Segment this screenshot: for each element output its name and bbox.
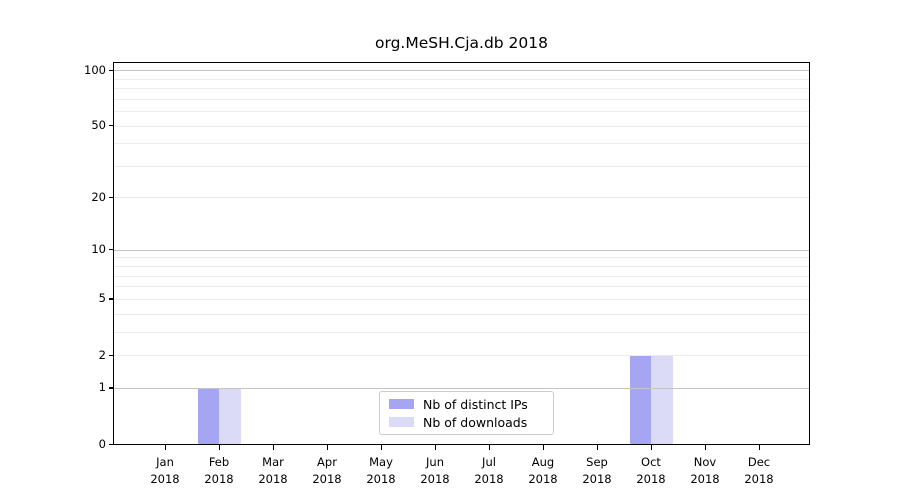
legend-label-downloads: Nb of downloads [423, 414, 528, 430]
y-gridline-minor [114, 355, 809, 356]
x-tick-month: Jul [482, 455, 496, 469]
y-gridline-minor [114, 313, 809, 315]
y-tick-mark [109, 387, 114, 389]
y-gridline-minor [114, 266, 809, 268]
y-gridline-major [114, 387, 809, 389]
x-tick-month: Nov [693, 455, 717, 469]
y-tick-label: 20 [91, 189, 106, 204]
y-tick-label: 1 [98, 380, 106, 395]
x-tick-year: 2018 [258, 471, 288, 486]
x-tick-year: 2018 [744, 471, 774, 486]
y-gridline-minor [114, 165, 809, 167]
x-tick-mark [596, 445, 598, 450]
x-tick-mark [434, 445, 436, 450]
x-tick-label: Jun 2018 [408, 454, 462, 487]
x-tick-year: 2018 [690, 471, 720, 486]
x-tick-label: Aug 2018 [516, 454, 570, 487]
x-tick-label: Oct 2018 [624, 454, 678, 487]
x-tick-year: 2018 [474, 471, 504, 486]
x-tick-month: Apr [317, 455, 337, 469]
x-tick-month: Oct [641, 455, 661, 469]
y-tick-label: 5 [98, 291, 106, 306]
bar-downloads [219, 387, 241, 444]
x-tick-label: Sep 2018 [570, 454, 624, 487]
y-tick-mark [109, 196, 114, 199]
y-gridline-minor [114, 257, 809, 259]
y-tick-label: 2 [98, 347, 106, 362]
x-tick-label: Nov 2018 [678, 454, 732, 487]
x-tick-mark [218, 445, 220, 450]
y-gridline-minor [114, 125, 809, 127]
legend-label-distinct-ips: Nb of distinct IPs [423, 396, 528, 412]
y-tick-mark [109, 69, 114, 71]
y-gridline-minor [114, 78, 809, 80]
x-tick-year: 2018 [366, 471, 396, 486]
y-gridline-minor [114, 88, 809, 90]
y-gridline-minor [114, 98, 809, 100]
x-tick-month: Jan [156, 455, 174, 469]
x-tick-mark [488, 445, 490, 450]
x-tick-label: Feb 2018 [192, 454, 246, 487]
y-tick-label: 10 [91, 242, 106, 257]
bar-distinct-ips [197, 387, 219, 444]
y-gridline-minor [114, 298, 809, 300]
x-tick-year: 2018 [582, 471, 612, 486]
y-tick-label: 0 [98, 436, 106, 451]
legend-item-distinct-ips: Nb of distinct IPs [389, 398, 544, 411]
x-tick-month: Dec [747, 455, 771, 469]
x-tick-mark [704, 445, 706, 450]
x-tick-mark [164, 445, 166, 450]
x-tick-year: 2018 [312, 471, 342, 486]
x-tick-label: Dec 2018 [732, 454, 786, 487]
plot-area: Nb of distinct IPs Nb of downloads 0 1 2 5 1… [84, 62, 810, 486]
y-gridline-minor [114, 275, 809, 277]
x-tick-month: Aug [531, 455, 555, 469]
x-tick-month: Mar [262, 455, 284, 469]
y-gridline-major [114, 70, 809, 72]
x-tick-year: 2018 [528, 471, 558, 486]
y-tick-mark [109, 249, 114, 251]
bar-distinct-ips [629, 355, 651, 444]
x-tick-label: Apr 2018 [300, 454, 354, 487]
x-tick-month: Jun [426, 455, 444, 469]
legend-item-downloads: Nb of downloads [389, 416, 544, 429]
y-tick-label: 100 [84, 62, 106, 77]
legend-swatch-downloads [389, 417, 414, 427]
x-tick-label: Mar 2018 [246, 454, 300, 487]
y-gridline-minor [114, 286, 809, 288]
y-tick-mark [109, 354, 114, 356]
x-tick-mark [272, 445, 274, 450]
y-gridline-minor [114, 331, 809, 333]
y-tick-mark [109, 298, 114, 300]
chart-title: org.MeSH.Cja.db 2018 [374, 34, 548, 52]
y-gridline-minor [114, 143, 809, 145]
x-tick-mark [542, 445, 544, 450]
x-tick-year: 2018 [150, 471, 180, 486]
x-tick-month: May [369, 455, 393, 469]
x-tick-mark [758, 445, 760, 450]
legend-swatch-distinct-ips [389, 399, 414, 409]
x-tick-year: 2018 [636, 471, 666, 486]
x-tick-month: Sep [586, 455, 608, 469]
x-tick-mark [380, 445, 382, 450]
y-gridline-minor [114, 111, 809, 113]
x-tick-year: 2018 [204, 471, 234, 486]
y-tick-mark [109, 125, 114, 127]
x-tick-year: 2018 [420, 471, 450, 486]
legend: Nb of distinct IPs Nb of downloads [379, 391, 554, 435]
y-gridline-major [114, 249, 809, 251]
x-tick-mark [650, 445, 652, 450]
bar-downloads [651, 355, 673, 444]
y-gridline-minor [114, 197, 809, 199]
x-tick-label: Jan 2018 [138, 454, 192, 487]
y-tick-mark [109, 443, 114, 445]
x-tick-label: May 2018 [354, 454, 408, 487]
y-tick-label: 50 [91, 118, 106, 133]
x-tick-month: Feb [208, 455, 230, 469]
x-tick-label: Jul 2018 [462, 454, 516, 487]
x-tick-mark [326, 445, 328, 450]
